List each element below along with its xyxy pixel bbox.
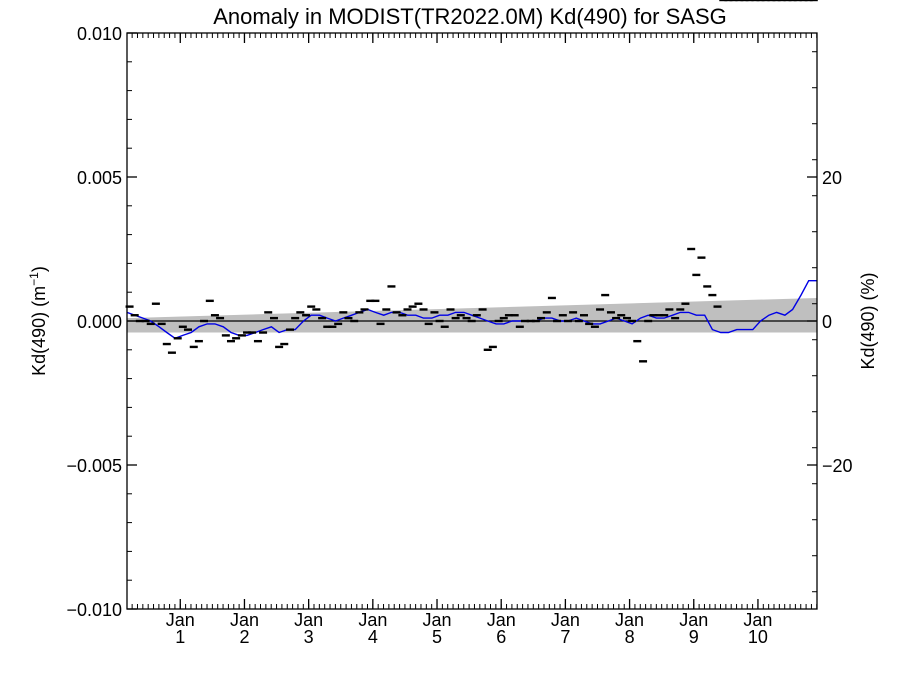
left-tick-label: 0.000	[77, 312, 122, 332]
x-tick-label-month: Jan	[230, 610, 259, 630]
x-tick-label-month: Jan	[294, 610, 323, 630]
x-tick-label-year: 7	[560, 627, 570, 647]
left-y-axis: 0.010 0.005 0.000 −0.005 −0.010	[66, 24, 137, 620]
x-tick-label-month: Jan	[487, 610, 516, 630]
x-axis: Jan1Jan2Jan3Jan4Jan5Jan6Jan7Jan8Jan9Jan1…	[131, 33, 818, 647]
y-axis-label-left-text: Kd(490) (m	[29, 286, 49, 376]
x-tick-label-year: 2	[239, 627, 249, 647]
x-tick-label-month: Jan	[423, 610, 452, 630]
x-tick-label-year: 8	[625, 627, 635, 647]
x-tick-label-month: Jan	[551, 610, 580, 630]
right-tick-label: −20	[822, 456, 853, 476]
x-tick-label-month: Jan	[743, 610, 772, 630]
y-axis-label-right: Kd(490) (%)	[858, 272, 878, 369]
right-tick-label: 20	[822, 168, 842, 188]
monthly-anomaly-series	[125, 0, 818, 363]
x-tick-label-year: 4	[368, 627, 378, 647]
right-tick-label: 0	[822, 312, 832, 332]
x-tick-label-year: 1	[175, 627, 185, 647]
y-axis-label-left-superscript: −1	[27, 272, 41, 286]
chart-title: Anomaly in MODIST(TR2022.0M) Kd(490) for…	[213, 4, 727, 29]
y-axis-label-left-close: )	[29, 266, 49, 272]
x-tick-label-year: 9	[689, 627, 699, 647]
left-tick-label: −0.010	[66, 600, 122, 620]
x-tick-label-month: Jan	[166, 610, 195, 630]
left-tick-label: 0.010	[77, 24, 122, 44]
left-tick-label: 0.005	[77, 168, 122, 188]
x-tick-label-month: Jan	[615, 610, 644, 630]
right-y-axis: 20 0 −20	[807, 51, 853, 593]
x-tick-label-year: 6	[496, 627, 506, 647]
y-axis-label-left: Kd(490) (m−1)	[27, 266, 49, 376]
x-tick-label-month: Jan	[358, 610, 387, 630]
x-tick-label-year: 5	[432, 627, 442, 647]
x-tick-label-year: 10	[748, 627, 768, 647]
x-tick-label-month: Jan	[679, 610, 708, 630]
x-tick-label-year: 3	[304, 627, 314, 647]
left-tick-label: −0.005	[66, 456, 122, 476]
